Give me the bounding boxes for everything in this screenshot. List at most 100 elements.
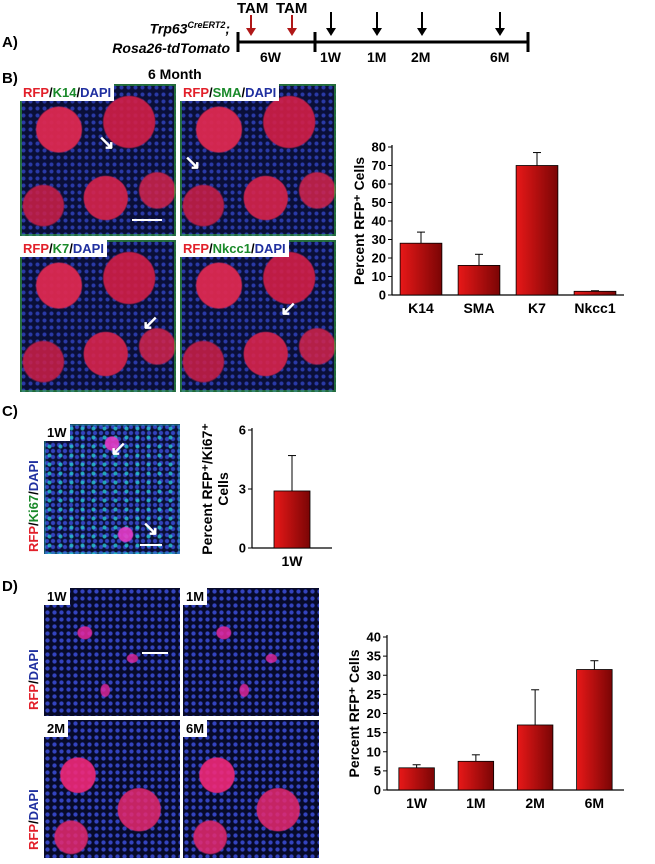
chart-d: 0 5 10 15 20 25 30 35 40 1W 1M 2M 6M Percent RFP⁺ Cel… — [346, 630, 624, 811]
y-tick-label: 40 — [372, 214, 386, 229]
micrograph-1m: 1M — [183, 588, 319, 716]
arrow-icon: ↘ — [142, 518, 159, 540]
timepoint-arrow-3 — [417, 12, 427, 36]
chart-c: 0 3 6 1W Percent RFP⁺/Ki67⁺ Cells — [199, 423, 332, 569]
micrograph-6m: 6M — [183, 720, 319, 858]
arrow-icon: ↘ — [184, 152, 201, 174]
genotype-semicolon: ; — [225, 20, 230, 37]
x-tick-label: 1W — [282, 553, 304, 569]
image-label: 6M — [183, 720, 208, 737]
timepoint-arrow-2 — [372, 12, 382, 36]
y-tick-label: 20 — [372, 251, 386, 266]
y-tick-label: 0 — [239, 541, 246, 556]
micrograph-k7: RFP/K7/DAPI ↙ — [20, 240, 176, 392]
micrograph-2m: 2M — [44, 720, 180, 858]
y-axis-label: Percent RFP⁺/Ki67⁺ — [199, 423, 215, 555]
image-label: 1M — [183, 588, 208, 605]
x-tick-label: 2M — [525, 795, 544, 811]
y-tick-label: 80 — [372, 140, 386, 155]
panel-d-label: D) — [2, 578, 18, 595]
tam-arrow-1 — [246, 15, 256, 36]
y-tick-label: 6 — [239, 423, 246, 438]
y-tick-label: 30 — [367, 668, 381, 683]
panel-c-label: C) — [2, 403, 18, 420]
stain-label-k14: RFP/K14/DAPI — [20, 84, 115, 101]
y-tick-label: 40 — [367, 630, 381, 645]
scale-bar — [142, 652, 168, 654]
image-label-1w: 1W — [44, 424, 70, 441]
panel-a-label: A) — [2, 34, 18, 51]
arrow-icon: ↙ — [142, 312, 159, 334]
y-tick-label: 25 — [367, 687, 381, 702]
bar — [457, 264, 501, 296]
panel-b-label: B) — [2, 70, 18, 87]
bar — [573, 290, 617, 296]
micrograph-1w: 1W — [44, 588, 180, 716]
timeline — [236, 12, 530, 52]
timepoint-label-4: 6M — [490, 49, 510, 65]
bar — [457, 760, 495, 791]
y-tick-label: 20 — [367, 706, 381, 721]
y-tick-label: 30 — [372, 232, 386, 247]
x-tick-label: K14 — [408, 300, 434, 316]
x-tick-label: 6M — [585, 795, 604, 811]
micrograph-nkcc1: RFP/Nkcc1/DAPI ↙ — [180, 240, 336, 392]
y-tick-label: 15 — [367, 725, 381, 740]
y-axis-label: Cells — [215, 472, 231, 506]
timepoint-label-2: 1M — [367, 49, 387, 65]
y-tick-label: 0 — [379, 288, 386, 303]
bar — [398, 767, 435, 791]
x-tick-label: 1W — [406, 795, 428, 811]
timepoint-arrow-1 — [326, 12, 336, 36]
y-axis-label: Percent RFP⁺ Cells — [351, 157, 367, 285]
tam-label-2: TAM — [276, 0, 308, 17]
scale-bar — [132, 219, 162, 221]
bar — [515, 165, 559, 296]
micrograph-sma: RFP/SMA/DAPI ↘ — [180, 84, 336, 236]
bar — [273, 490, 311, 549]
stain-label-nkcc1: RFP/Nkcc1/DAPI — [180, 240, 289, 257]
stain-label-sma: RFP/SMA/DAPI — [180, 84, 280, 101]
x-tick-label: Nkcc1 — [574, 300, 615, 316]
panel-b-heading: 6 Month — [148, 66, 202, 82]
stain-label-k7: RFP/K7/DAPI — [20, 240, 107, 257]
genotype-superscript: CreERT2 — [187, 20, 226, 30]
panel-c-side-label: RFP/Ki67/DAPI — [26, 460, 41, 552]
tam-label-1: TAM — [237, 0, 269, 17]
image-label: 2M — [44, 720, 69, 737]
y-tick-label: 5 — [374, 763, 381, 778]
panel-d-side-label-top: RFP/DAPI — [26, 649, 41, 710]
y-tick-label: 10 — [372, 269, 386, 284]
y-tick-label: 70 — [372, 158, 386, 173]
y-axis-label: Percent RFP⁺ Cells — [346, 649, 362, 777]
bar — [399, 242, 443, 296]
genotype-gene: Trp63 — [149, 20, 188, 37]
scale-bar — [140, 544, 162, 546]
panel-d-side-label-bottom: RFP/DAPI — [26, 789, 41, 850]
arrow-icon: ↘ — [98, 132, 115, 154]
timepoint-label-1: 1W — [320, 49, 341, 65]
y-tick-label: 50 — [372, 195, 386, 210]
bar — [576, 669, 613, 791]
bar — [516, 724, 554, 791]
arrow-icon: ↙ — [280, 298, 297, 320]
genotype-label: Trp63CreERT2; Rosa26-tdTomato — [70, 16, 230, 58]
image-label: 1W — [44, 588, 70, 605]
genotype-reporter: Rosa26-tdTomato — [112, 39, 230, 56]
y-tick-label: 3 — [239, 482, 246, 497]
micrograph-ki67: 1W ↙ ↘ — [44, 424, 180, 554]
y-tick-label: 60 — [372, 177, 386, 192]
y-tick-label: 35 — [367, 649, 381, 664]
y-tick-label: 10 — [367, 744, 381, 759]
period-label: 6W — [260, 49, 281, 65]
tam-arrow-2 — [287, 15, 297, 36]
timepoint-arrow-4 — [495, 12, 505, 36]
timepoint-label-3: 2M — [411, 49, 431, 65]
x-tick-label: SMA — [463, 300, 494, 316]
x-tick-label: K7 — [528, 300, 546, 316]
micrograph-k14: RFP/K14/DAPI ↘ — [20, 84, 176, 236]
chart-b: 0 10 20 30 40 50 60 70 80 K14 SMA K7 Nkcc1 Percent RF… — [351, 140, 624, 316]
x-tick-label: 1M — [466, 795, 485, 811]
y-tick-label: 0 — [374, 783, 381, 798]
arrow-icon: ↙ — [110, 438, 127, 460]
